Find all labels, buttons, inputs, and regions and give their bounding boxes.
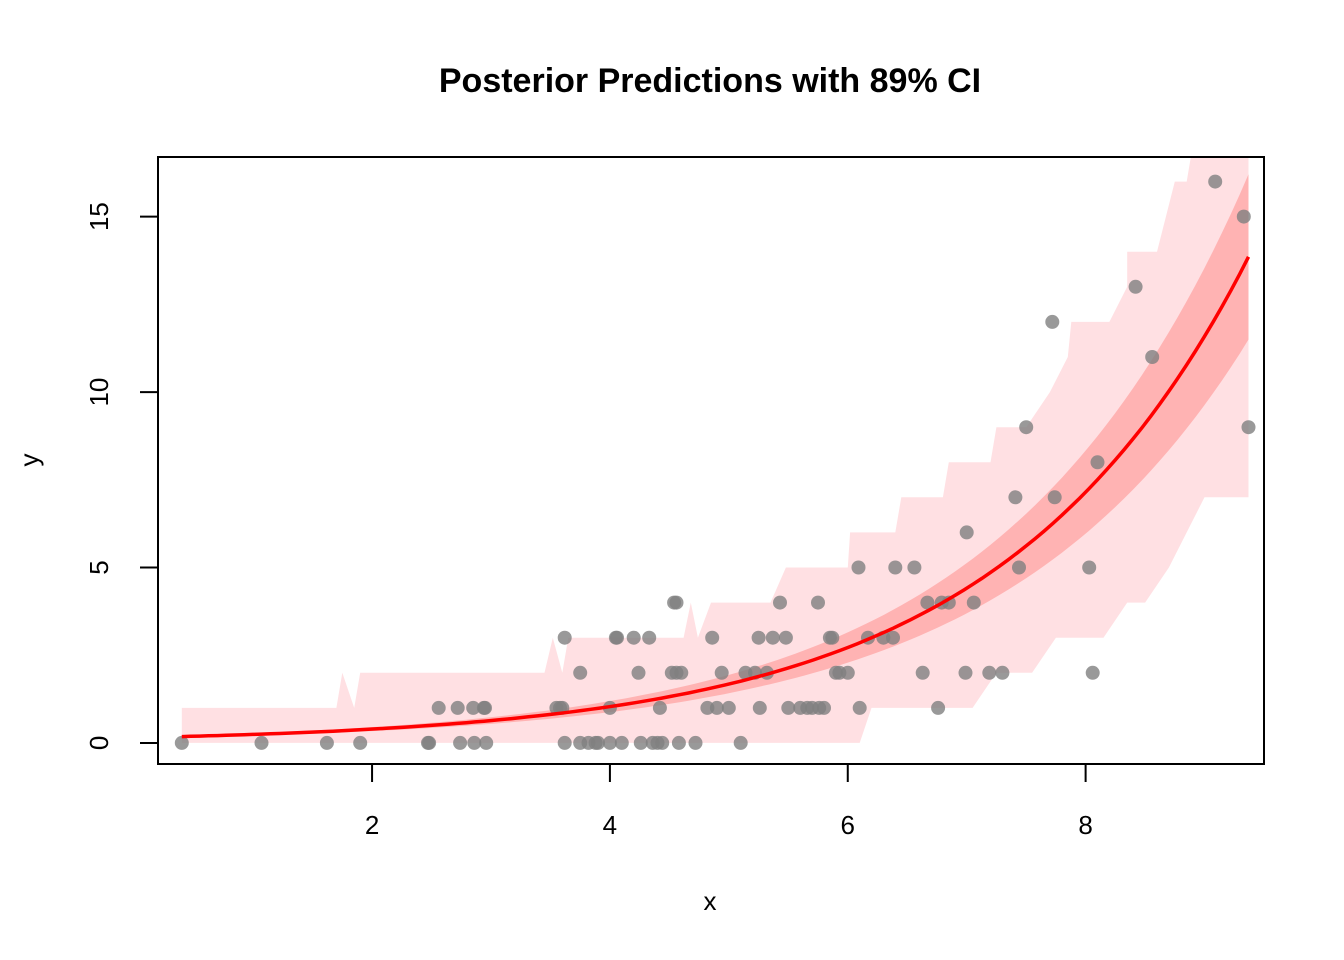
data-point: [602, 735, 617, 750]
data-point: [633, 735, 648, 750]
data-point: [1090, 455, 1105, 470]
data-point: [733, 735, 748, 750]
data-point: [778, 630, 793, 645]
data-point: [852, 700, 867, 715]
data-point: [1008, 490, 1023, 505]
data-point: [888, 560, 903, 575]
data-point: [1208, 174, 1223, 189]
data-point: [626, 630, 641, 645]
y-tick-label: 0: [84, 736, 114, 750]
data-point: [174, 735, 189, 750]
data-point: [254, 735, 269, 750]
data-point: [817, 700, 831, 715]
data-point: [557, 630, 572, 645]
data-point: [642, 630, 657, 645]
y-tick-label: 15: [84, 202, 114, 231]
data-point: [631, 665, 646, 680]
y-tick-label: 10: [84, 378, 114, 407]
data-point: [319, 735, 334, 750]
mean-line: [181, 256, 1251, 739]
data-point: [1047, 490, 1062, 505]
x-tick-label: 4: [603, 810, 617, 840]
data-point: [915, 665, 930, 680]
data-point: [1045, 314, 1060, 329]
data-point: [1012, 560, 1026, 575]
data-point: [422, 735, 437, 750]
data-point: [931, 700, 946, 715]
data-point: [886, 630, 900, 645]
data-point: [655, 735, 670, 750]
chart-title: Posterior Predictions with 89% CI: [439, 62, 981, 100]
x-tick-label: 6: [841, 810, 855, 840]
data-point: [959, 525, 974, 540]
data-point: [840, 665, 855, 680]
y-tick-label: 5: [84, 560, 114, 574]
data-point: [721, 700, 736, 715]
data-point: [669, 595, 684, 610]
data-point: [688, 735, 703, 750]
mean-credible-band: [181, 174, 1249, 738]
y-axis: 0 5 10 15: [84, 202, 159, 750]
data-point: [1236, 209, 1251, 224]
data-point: [671, 735, 686, 750]
data-point: [674, 665, 689, 680]
data-point: [353, 735, 368, 750]
data-point: [907, 560, 922, 575]
data-point: [851, 560, 866, 575]
y-axis-label: y: [14, 454, 44, 467]
data-point: [966, 595, 981, 610]
data-point: [765, 630, 780, 645]
data-point: [1019, 420, 1034, 435]
data-point: [431, 700, 446, 715]
data-point: [705, 630, 720, 645]
data-point: [479, 735, 494, 750]
data-point: [1128, 279, 1143, 294]
data-point: [1241, 420, 1256, 435]
data-point: [652, 700, 667, 715]
x-axis: 2 4 6 8: [365, 763, 1093, 840]
data-point: [1145, 350, 1160, 364]
x-tick-label: 2: [365, 810, 379, 840]
data-point: [610, 630, 624, 645]
data-point: [591, 735, 605, 750]
data-point: [825, 630, 840, 645]
x-tick-label: 8: [1078, 810, 1092, 840]
data-point: [958, 665, 973, 680]
data-point: [920, 595, 935, 610]
data-point: [478, 700, 492, 715]
data-point: [557, 735, 572, 750]
data-point: [709, 700, 724, 715]
data-point: [982, 665, 997, 680]
data-point: [573, 665, 588, 680]
data-point: [752, 700, 767, 715]
plot-area: [174, 157, 1256, 750]
data-point: [450, 700, 465, 715]
data-point: [1082, 560, 1097, 575]
data-point: [995, 665, 1010, 680]
data-point: [1085, 665, 1100, 680]
data-point: [751, 630, 766, 645]
prediction-interval-band: [181, 157, 1249, 743]
data-point: [773, 595, 787, 610]
x-axis-label: x: [704, 886, 717, 916]
data-point: [614, 735, 629, 750]
data-point: [811, 595, 825, 610]
data-point: [466, 700, 481, 715]
data-point: [467, 735, 482, 750]
data-point: [714, 665, 729, 680]
data-point: [781, 700, 796, 715]
data-point: [453, 735, 468, 750]
